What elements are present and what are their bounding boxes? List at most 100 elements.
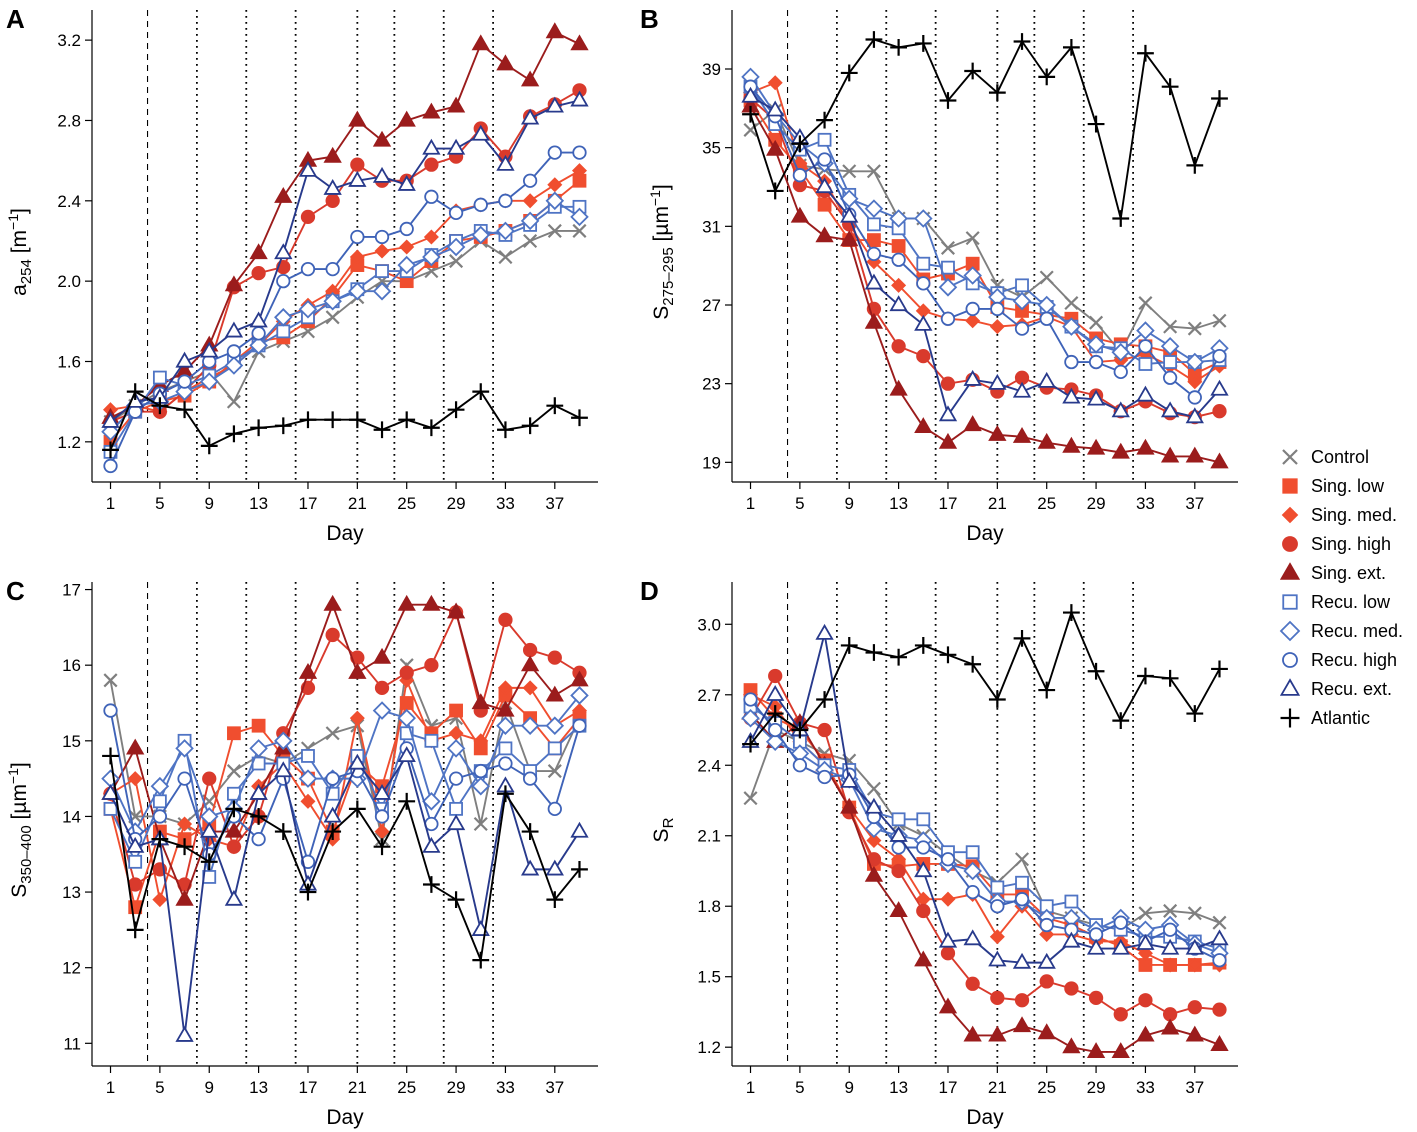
data-point	[496, 221, 515, 241]
data-point	[889, 379, 908, 396]
data-point	[965, 884, 980, 900]
data-point	[1112, 712, 1130, 730]
data-point	[325, 193, 340, 208]
data-point	[1038, 681, 1056, 699]
y-tick-label: 13	[62, 883, 81, 902]
data-point	[791, 135, 809, 153]
data-point	[1212, 348, 1227, 364]
data-point	[250, 419, 268, 437]
legend-entry-sing-low: Sing. low	[1282, 476, 1385, 496]
data-point	[350, 229, 365, 245]
x-tick-label: 13	[249, 494, 268, 513]
data-point	[742, 735, 759, 753]
data-point	[1185, 1025, 1204, 1042]
data-point	[1212, 313, 1227, 328]
data-point	[743, 791, 758, 806]
data-point	[914, 35, 932, 52]
data-point	[175, 351, 194, 368]
x-tick-label: 37	[545, 1078, 564, 1097]
data-point	[742, 105, 759, 123]
data-point	[424, 157, 439, 172]
data-point	[964, 655, 982, 673]
data-point	[1162, 922, 1178, 937]
data-point	[840, 64, 858, 82]
data-point	[127, 771, 143, 787]
data-point	[914, 861, 933, 878]
data-point	[545, 685, 564, 702]
legend-label: Sing. med.	[1311, 505, 1397, 525]
x-tick-label: 21	[988, 1078, 1007, 1097]
series-line	[109, 755, 581, 964]
data-point	[226, 839, 242, 854]
data-point	[1112, 210, 1130, 227]
data-point	[546, 891, 564, 909]
data-point	[424, 658, 439, 673]
data-point	[1185, 407, 1204, 424]
data-point	[1062, 38, 1080, 56]
series-line	[749, 86, 1220, 365]
data-point	[199, 372, 219, 391]
x-tick-label: 25	[397, 494, 416, 513]
data-point	[300, 209, 316, 225]
data-point	[768, 722, 783, 738]
legend-marker	[1279, 678, 1301, 696]
data-point	[200, 341, 219, 358]
series-line	[109, 205, 580, 453]
series-sing-low	[103, 173, 587, 449]
data-point	[572, 718, 587, 733]
series-line	[749, 38, 1221, 219]
data-point	[300, 793, 316, 809]
data-point	[325, 627, 340, 643]
data-point	[348, 281, 367, 301]
data-point	[249, 739, 268, 758]
data-point	[817, 722, 832, 738]
data-point	[891, 812, 906, 827]
x-tick-label: 9	[205, 1078, 214, 1097]
data-point	[424, 733, 439, 748]
legend-entry-sing-ext: Sing. ext.	[1279, 562, 1386, 583]
y-tick-label: 17	[62, 581, 81, 600]
legend-marker	[1281, 506, 1299, 524]
data-point	[547, 764, 562, 779]
data-point	[422, 836, 441, 853]
data-point	[423, 229, 439, 245]
data-point	[840, 771, 859, 788]
legend-entry-recu-low: Recu. low	[1282, 592, 1391, 612]
data-point	[177, 771, 192, 786]
data-point	[965, 313, 981, 329]
data-point	[176, 838, 193, 856]
x-tick-label: 1	[746, 1078, 755, 1097]
data-point	[498, 612, 513, 627]
legend-marker	[1282, 478, 1298, 494]
x-tick-label: 33	[1136, 494, 1155, 513]
series-recu-high	[743, 692, 1227, 968]
data-point	[1062, 931, 1081, 948]
legend-marker	[1279, 620, 1301, 642]
data-point	[175, 889, 194, 906]
data-point	[227, 726, 241, 741]
x-axis-label: Day	[966, 522, 1004, 545]
data-point	[498, 250, 513, 265]
data-point	[200, 853, 218, 871]
data-point	[1160, 401, 1180, 418]
data-point	[815, 623, 834, 640]
data-point	[965, 845, 980, 860]
data-point	[840, 637, 858, 654]
data-point	[965, 976, 980, 991]
data-point	[914, 950, 933, 967]
legend-label: Sing. low	[1311, 476, 1385, 496]
data-point	[496, 716, 515, 735]
y-tick-label: 2.1	[697, 827, 721, 846]
data-point	[840, 797, 859, 814]
data-point	[325, 771, 340, 786]
data-point	[325, 726, 340, 741]
data-point	[372, 701, 392, 720]
data-point	[766, 705, 784, 722]
chart-panel-b: 19 23 27 31 35 39 1 5 9 13 17 21 25 29 33 37 Day S275–295…	[640, 4, 1238, 545]
data-point	[299, 411, 317, 429]
data-point	[1037, 371, 1056, 388]
data-point	[547, 177, 563, 193]
data-point	[251, 831, 266, 847]
data-point	[1160, 446, 1180, 463]
